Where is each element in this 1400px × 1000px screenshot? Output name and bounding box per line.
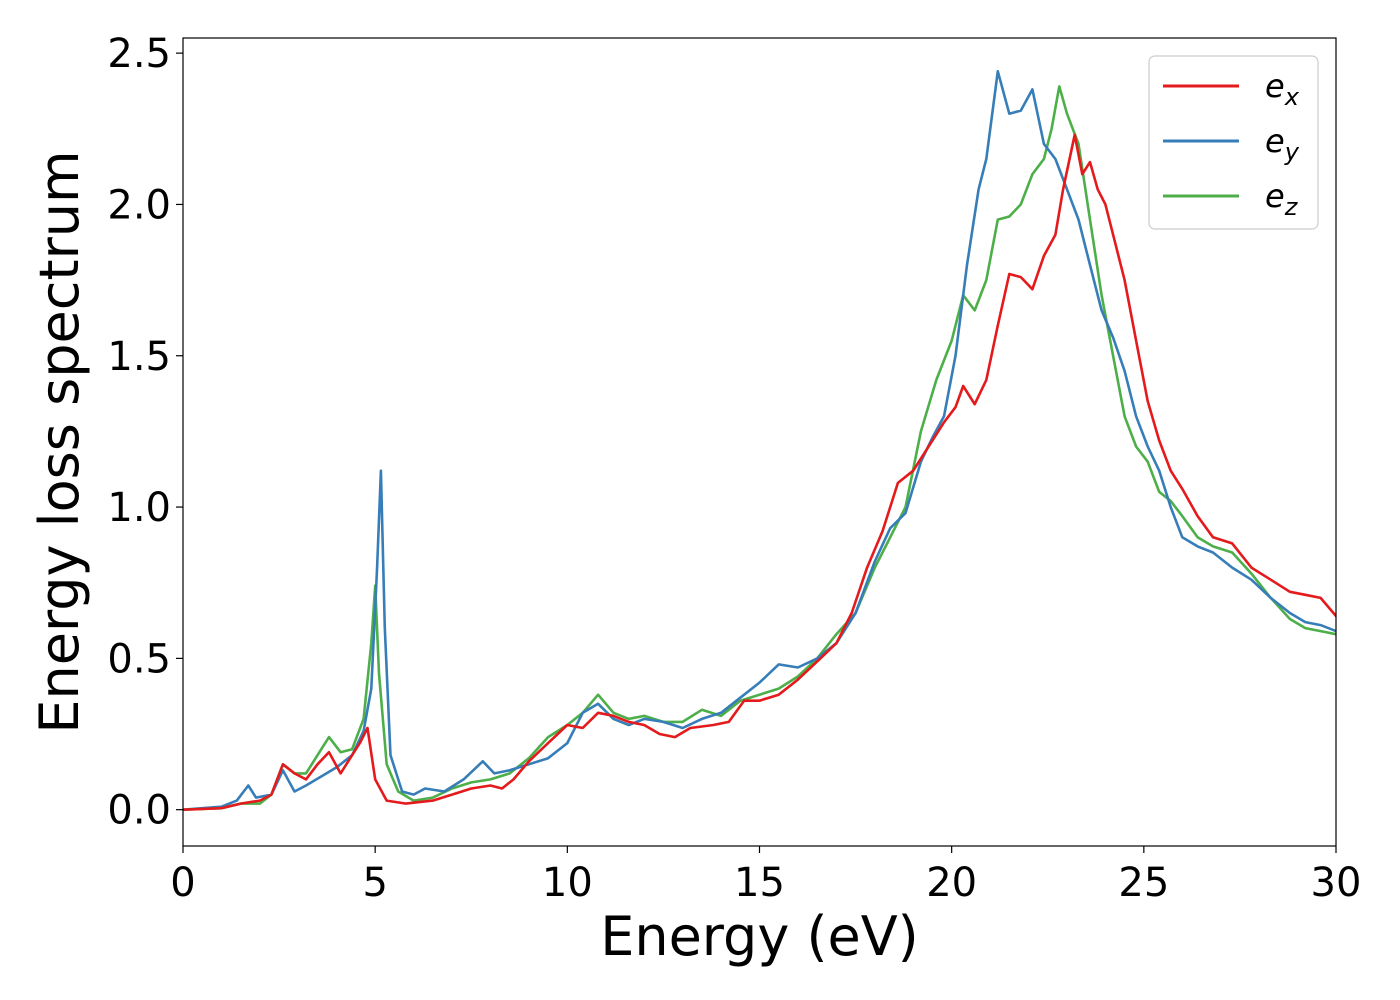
tick-layer: 0 5 10 15 20 25 30 0.0 0.5 1.0 1.5 2.0 2.5	[107, 31, 1361, 906]
series-line-e-y	[183, 70, 1336, 811]
x-tick-label: 30	[1311, 860, 1362, 906]
legend: ex ey ez	[1148, 55, 1319, 230]
x-tick-label: 25	[1118, 860, 1169, 906]
x-tick-label: 10	[542, 860, 593, 906]
series-line-e-x	[183, 133, 1336, 811]
y-tick-label: 1.5	[107, 334, 171, 380]
y-tick-label: 2.5	[107, 31, 171, 77]
series-line-e-z	[183, 85, 1336, 811]
y-axis-title: Energy loss spectrum	[28, 150, 91, 733]
y-tick-label: 2.0	[107, 182, 171, 228]
y-tick-label: 0.0	[107, 788, 171, 834]
x-tick-label: 20	[926, 860, 977, 906]
y-tick-label: 1.0	[107, 485, 171, 531]
series-layer	[183, 70, 1336, 811]
legend-label-e-z: ez	[1265, 177, 1299, 221]
x-tick-label: 0	[170, 860, 195, 906]
y-tick-label: 0.5	[107, 636, 171, 682]
x-axis-title: Energy (eV)	[600, 905, 919, 968]
x-tick-label: 5	[362, 860, 387, 906]
x-tick-label: 15	[734, 860, 785, 906]
legend-label-e-y: ey	[1265, 122, 1300, 166]
legend-label-e-x: ex	[1265, 67, 1300, 111]
